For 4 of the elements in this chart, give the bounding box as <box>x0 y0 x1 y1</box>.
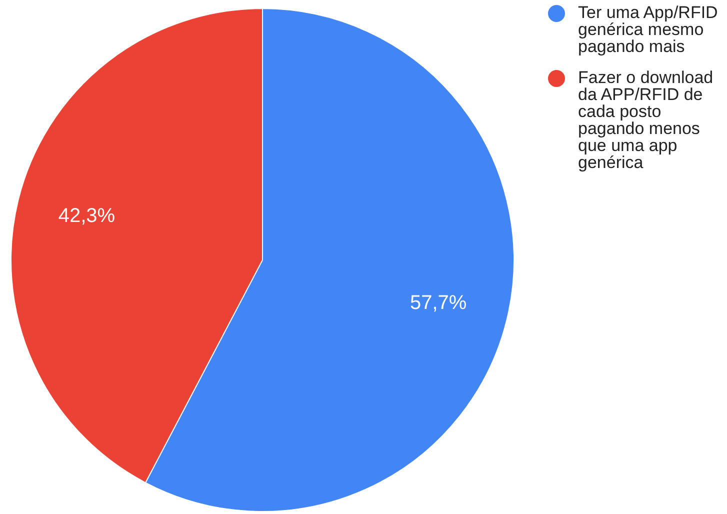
data-label: 57,7% <box>410 292 467 314</box>
data-label: 42,3% <box>58 205 116 228</box>
legend-label: Fazer o download da APP/RFID de cada posto pagando menos que uma app genérica <box>578 68 714 172</box>
legend-label: Ter uma App/RFID genérica mesmo pagando mais <box>578 3 719 56</box>
